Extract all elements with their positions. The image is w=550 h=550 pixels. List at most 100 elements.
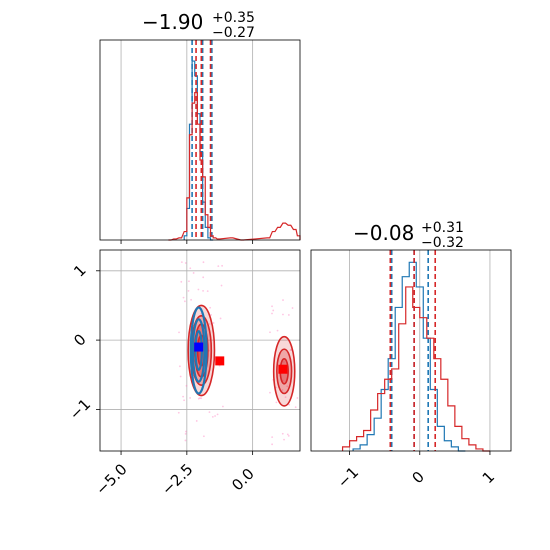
y-marginal-hist-series-1 (341, 286, 490, 452)
joint-sample-point (209, 306, 212, 309)
joint-sample-point (210, 313, 213, 316)
joint-sample-point (291, 307, 294, 309)
joint-marker (215, 356, 225, 366)
joint-sample-point (214, 415, 216, 417)
joint-sample-point (271, 436, 274, 439)
joint-sample-point (197, 288, 200, 291)
joint-sample-point (294, 406, 297, 409)
joint-sample-point (212, 322, 215, 324)
joint-sample-point (287, 314, 290, 316)
joint-sample-point (183, 399, 185, 402)
joint-sample-point (206, 290, 209, 293)
title-y-main: −0.08 (353, 221, 414, 245)
joint-sample-point (271, 312, 273, 315)
joint-marker (278, 364, 288, 374)
joint-sample-point (284, 396, 287, 399)
joint-sample-point (208, 411, 211, 414)
y-marginal-frame (310, 249, 512, 452)
joint-sample-point (275, 401, 278, 404)
joint-sample-point (190, 298, 193, 301)
joint-sample-point (296, 397, 299, 399)
joint-sample-point (184, 300, 186, 303)
y-marginal-tick-label: −1 (334, 463, 362, 491)
joint-sample-point (271, 305, 273, 308)
title-x-main: −1.90 (142, 10, 203, 34)
joint-sample-point (271, 443, 274, 446)
y-marginal-tick-label: 0 (408, 468, 427, 487)
joint-sample-point (217, 265, 220, 267)
title-y-sub: −0.32 (421, 235, 464, 251)
joint-y-tick-label: 0 (70, 330, 89, 349)
joint-sample-point (179, 375, 182, 378)
joint-x-tick-label: −2.5 (158, 460, 196, 498)
marks-layer (168, 40, 490, 452)
grid-layer (100, 40, 491, 451)
axes-layer (99, 39, 512, 452)
joint-sample-point (211, 415, 214, 418)
joint-sample-point (202, 435, 205, 438)
joint-sample-point (216, 413, 219, 416)
joint-sample-point (178, 331, 180, 334)
joint-sample-point (222, 405, 224, 408)
title-y-sup: +0.31 (421, 220, 464, 236)
joint-sample-point (219, 317, 222, 320)
joint-sample-point (177, 411, 180, 414)
joint-sample-point (184, 439, 187, 442)
joint-frame (99, 249, 301, 452)
joint-sample-point (281, 389, 284, 391)
joint-sample-point (287, 434, 290, 437)
joint-sample-point (288, 403, 291, 406)
joint-sample-point (182, 395, 185, 398)
joint-x-tick-label: 0.0 (228, 465, 258, 495)
joint-marker (194, 342, 204, 352)
joint-contours (187, 304, 296, 407)
joint-sample-point (289, 349, 292, 351)
joint-sample-point (272, 309, 275, 312)
joint-y-tick-label: 1 (70, 261, 89, 280)
joint-sample-point (184, 262, 187, 264)
joint-sample-point (269, 391, 271, 394)
joint-sample-point (182, 296, 185, 299)
x-marginal-frame (99, 39, 301, 241)
joint-sample-point (282, 313, 284, 316)
joint-sample-point (180, 261, 183, 263)
joint-sample-point (220, 284, 223, 287)
joint-sample-point (221, 264, 224, 267)
joint-x-tick-label: −5.0 (92, 460, 130, 498)
x-marginal-hist-series-1 (168, 92, 301, 241)
joint-sample-point (188, 280, 190, 283)
joint-sample-point (184, 432, 187, 435)
joint-sample-point (286, 433, 289, 436)
title-x-sub: −0.27 (212, 25, 255, 41)
joint-sample-point (192, 272, 195, 274)
joint-sample-point (202, 276, 205, 279)
joint-sample-point (208, 323, 211, 325)
x-marginal-hist-series-0 (183, 60, 214, 241)
y-marginal-tick-label: 1 (479, 468, 498, 487)
joint-sample-point (200, 397, 203, 400)
y-marginal-hist-series-0 (352, 261, 466, 452)
joint-y-tick-label: −1 (66, 395, 94, 423)
joint-sample-point (178, 365, 181, 368)
joint-sample-point (269, 331, 271, 334)
joint-sample-point (197, 397, 200, 400)
joint-sample-point (281, 432, 284, 435)
joint-sample-point (189, 397, 192, 399)
joint-sample-point (187, 290, 190, 292)
joint-sample-point (283, 361, 285, 363)
joint-sample-point (283, 438, 285, 441)
joint-sample-point (185, 384, 188, 387)
joint-sample-point (286, 385, 289, 388)
joint-sample-point (202, 289, 204, 292)
joint-sample-point (189, 267, 192, 270)
joint-sample-point (202, 261, 205, 264)
joint-contour-level (189, 306, 208, 395)
joint-sample-point (185, 430, 187, 433)
joint-sample-point (199, 397, 201, 399)
joint-contour-level (191, 318, 206, 383)
joint-sample-point (195, 420, 198, 422)
joint-sample-point (276, 329, 279, 332)
title-x-sup: +0.35 (212, 10, 255, 26)
joint-sample-point (282, 299, 284, 301)
